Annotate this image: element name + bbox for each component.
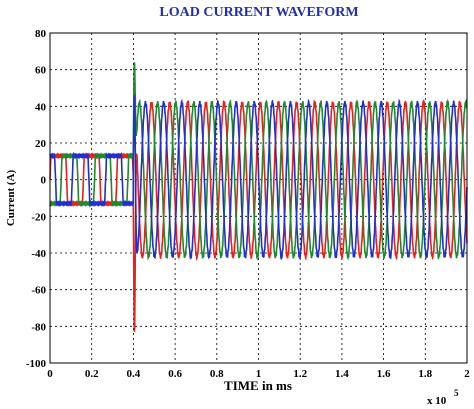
plot-frame — [49, 32, 468, 364]
x-tick-label: 1.4 — [335, 368, 349, 380]
y-tick-label: 80 — [35, 28, 47, 40]
y-tick-labels: 80 60 40 20 0 -20 -40 -60 -80 -100 — [26, 28, 47, 370]
x-tick-label: 0 — [47, 368, 53, 380]
x-tick-label: 0.6 — [168, 368, 182, 380]
series-line — [49, 62, 468, 261]
y-axis-label: Current (A) — [5, 170, 17, 227]
x-tick-label: 1 — [256, 368, 262, 380]
y-tick-label: -80 — [31, 321, 46, 333]
x-tick-label: 1.6 — [377, 368, 391, 380]
y-tick-label: 0 — [41, 175, 47, 187]
x-tick-label: 0.8 — [210, 368, 224, 380]
x-tick-label: 1.2 — [293, 368, 307, 380]
x-tick-label: 0.4 — [127, 368, 141, 380]
y-tick-label: 60 — [35, 65, 47, 77]
y-tick-label: 20 — [35, 138, 47, 150]
y-tick-label: -20 — [31, 211, 46, 223]
series-layer — [49, 62, 468, 332]
x-tick-label: 2 — [464, 368, 470, 380]
x-tick-label: 0.2 — [85, 368, 99, 380]
x-multiplier: x 10 — [427, 395, 447, 407]
series-line — [49, 95, 468, 261]
x-axis-label: TIME in ms — [224, 378, 292, 393]
x-tick-label: 1.8 — [418, 368, 432, 380]
y-tick-label: 40 — [35, 101, 47, 113]
x-tick-labels: 0 0.2 0.4 0.6 0.8 1 1.2 1.4 1.6 1.8 2 — [47, 368, 470, 380]
y-tick-label: -100 — [26, 358, 47, 370]
x-multiplier-exponent: 5 — [454, 388, 459, 398]
series-line — [49, 98, 468, 332]
y-tick-label: -40 — [31, 248, 46, 260]
chart-title: LOAD CURRENT WAVEFORM — [159, 5, 358, 20]
y-tick-label: -60 — [31, 285, 46, 297]
